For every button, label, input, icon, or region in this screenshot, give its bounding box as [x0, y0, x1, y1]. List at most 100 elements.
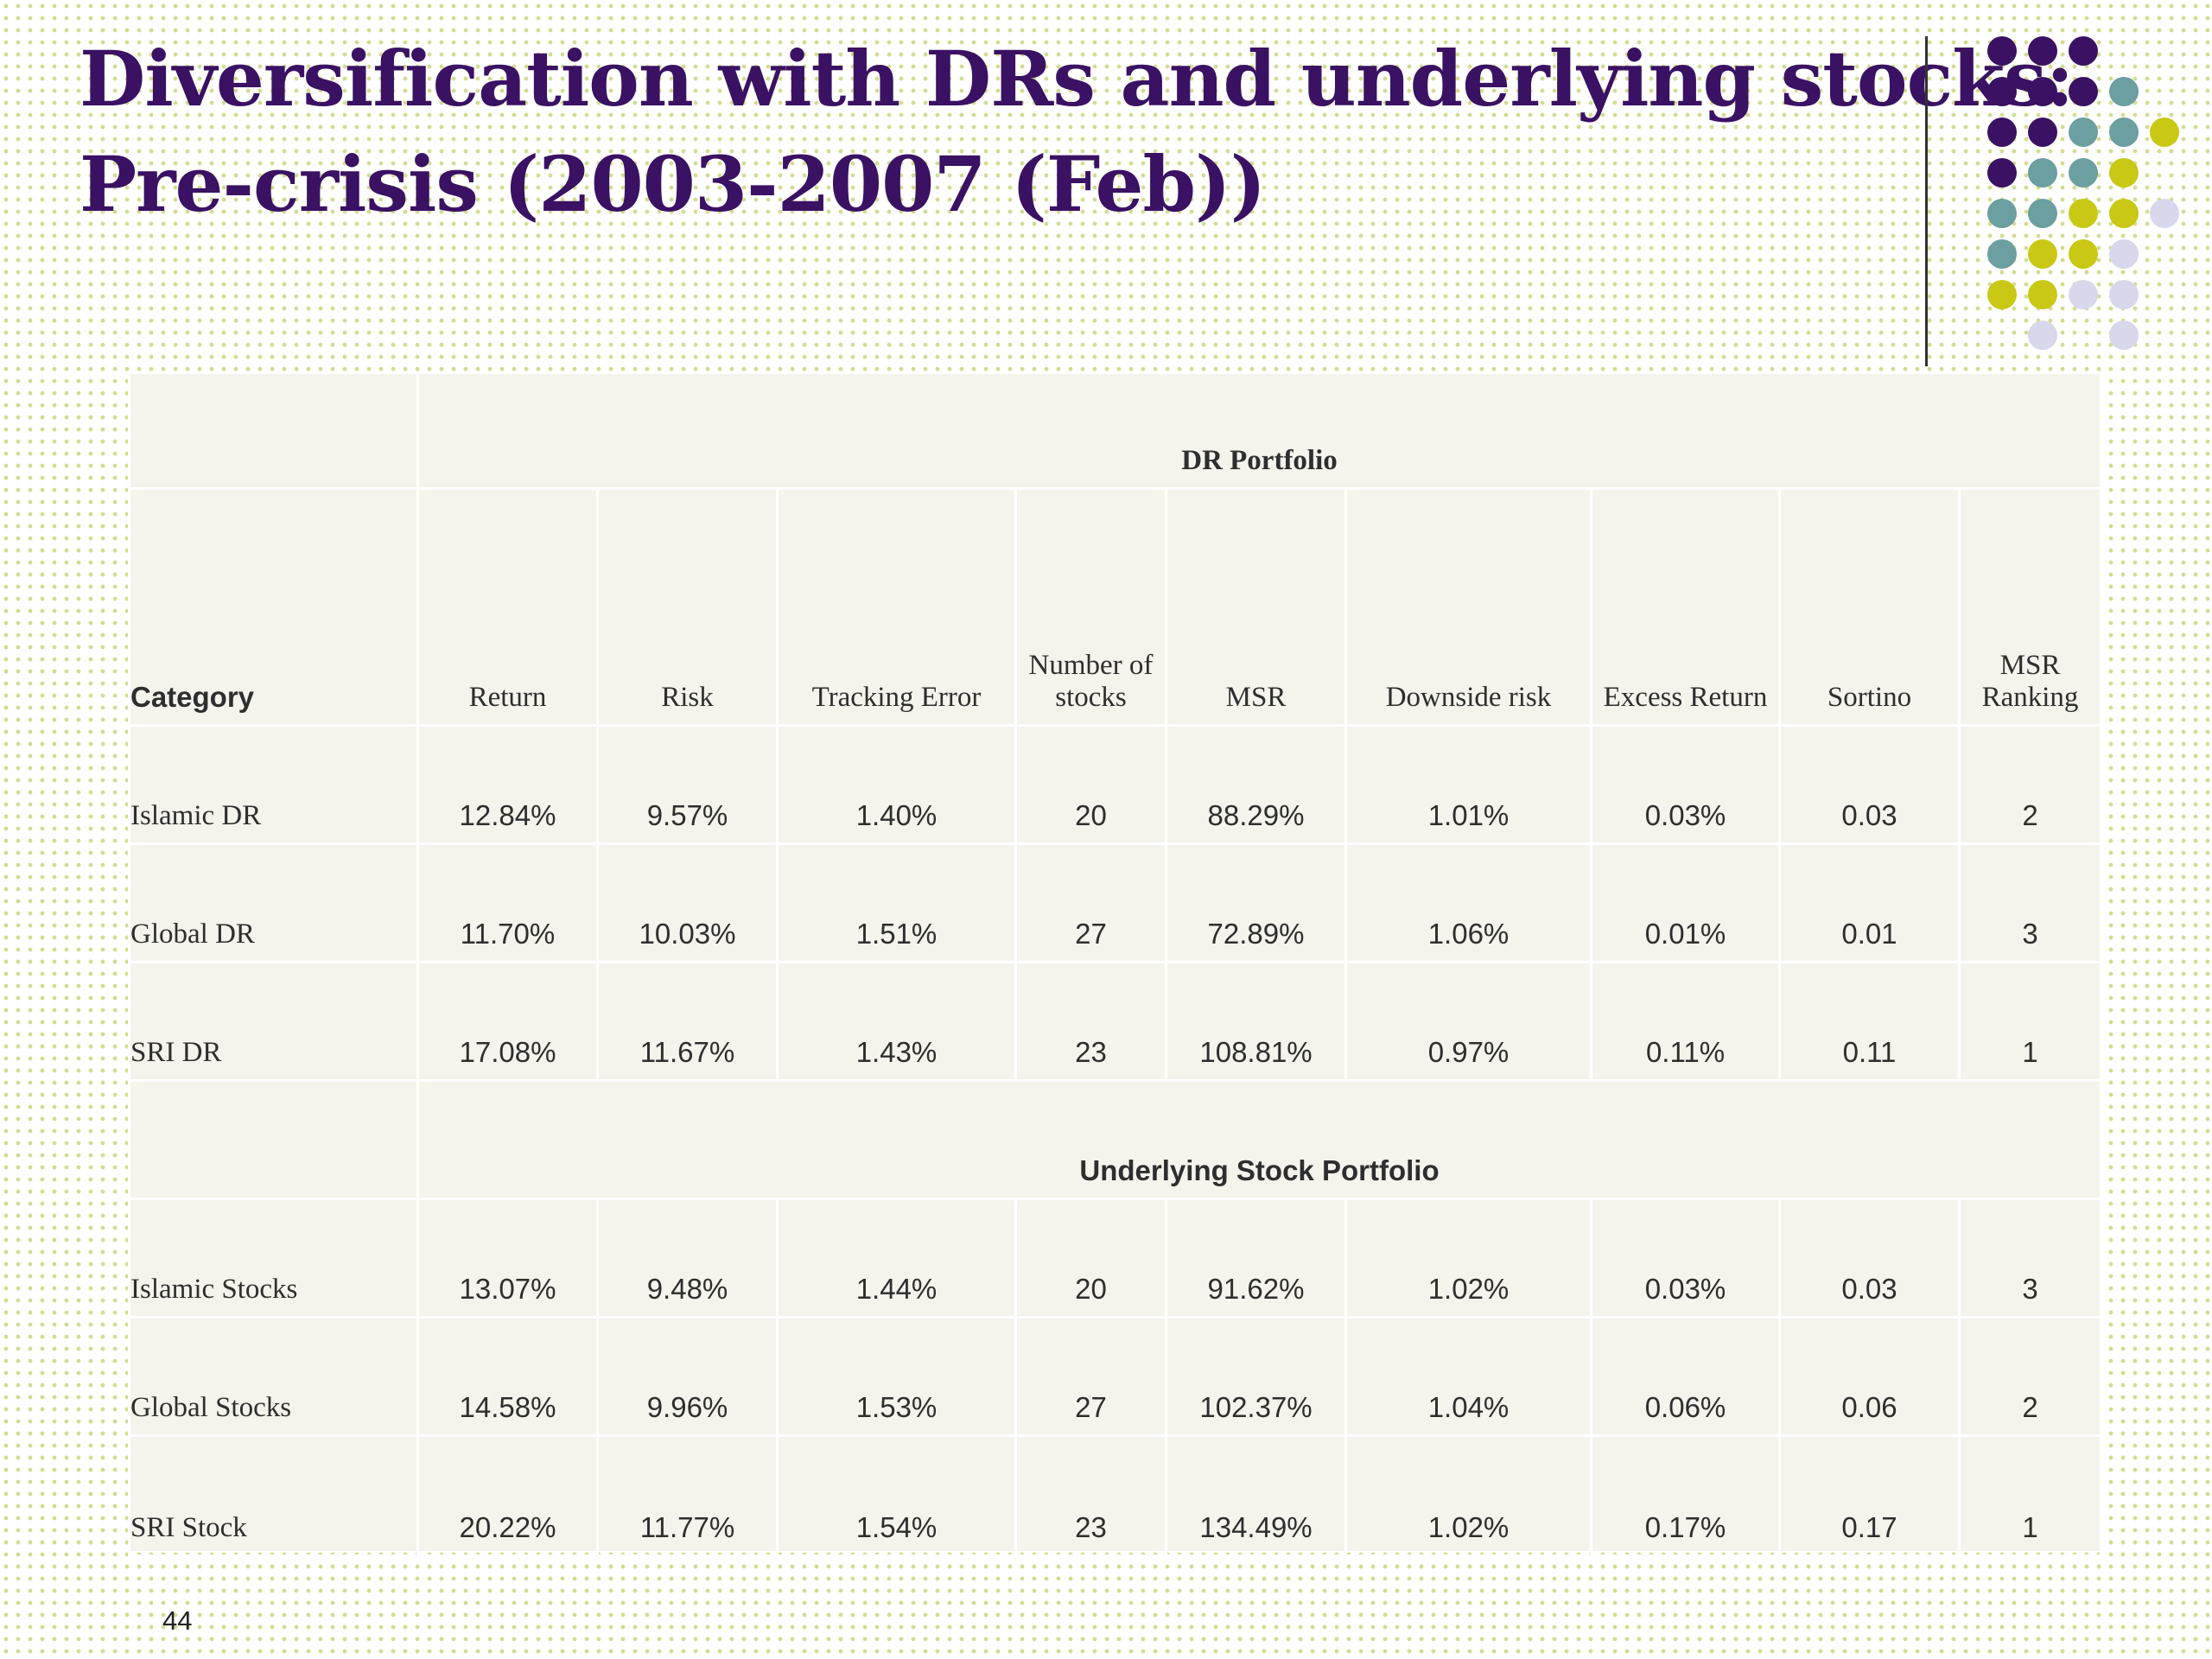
- cell-downside-risk: 0.97%: [1344, 961, 1592, 1082]
- section-title-dr: DR Portfolio: [416, 372, 2103, 490]
- decorative-dot: [2069, 158, 2098, 188]
- row-category: SRI Stock: [128, 1434, 419, 1557]
- cell-tracking-error: 1.54%: [776, 1434, 1017, 1557]
- cell-risk: 9.96%: [596, 1316, 779, 1437]
- results-table-container: DR Portfolio Category Return Risk Tracki…: [128, 372, 2103, 1557]
- decorative-dot: [2028, 199, 2057, 228]
- results-table: DR Portfolio Category Return Risk Tracki…: [128, 372, 2103, 1557]
- cell-sortino: 0.17: [1778, 1434, 1961, 1557]
- decorative-dot: [2109, 239, 2139, 269]
- cell-msr: 102.37%: [1165, 1316, 1347, 1437]
- cell-msr-ranking: 2: [1957, 1316, 2103, 1437]
- cell-number-of-stocks: 23: [1014, 961, 1167, 1082]
- header-msr-ranking: MSR Ranking: [1957, 487, 2103, 727]
- table-row: SRI Stock 20.22% 11.77% 1.54% 23 134.49%…: [128, 1434, 2103, 1557]
- cell-return: 14.58%: [416, 1316, 599, 1437]
- cell-msr-ranking: 1: [1957, 961, 2103, 1082]
- cell-number-of-stocks: 27: [1014, 1316, 1167, 1437]
- row-category: Global DR: [128, 842, 419, 963]
- table-row: Global Stocks 14.58% 9.96% 1.53% 27 102.…: [128, 1316, 2103, 1437]
- title-line-1: Diversification with DRs and underlying …: [79, 34, 2074, 124]
- decorative-dot: [2028, 280, 2057, 309]
- cell-msr-ranking: 3: [1957, 1198, 2103, 1319]
- decorative-dot: [1987, 199, 2017, 228]
- decorative-dot: [2069, 280, 2098, 309]
- cell-number-of-stocks: 20: [1014, 724, 1167, 845]
- table-row: Islamic Stocks 13.07% 9.48% 1.44% 20 91.…: [128, 1198, 2103, 1319]
- blank-cell: [128, 372, 419, 490]
- cell-msr-ranking: 1: [1957, 1434, 2103, 1557]
- section-title-stock: Underlying Stock Portfolio: [416, 1079, 2103, 1200]
- cell-number-of-stocks: 23: [1014, 1434, 1167, 1557]
- cell-excess-return: 0.03%: [1590, 1198, 1781, 1319]
- page-number: 44: [162, 1605, 193, 1636]
- row-category: SRI DR: [128, 961, 419, 1082]
- cell-msr: 88.29%: [1165, 724, 1347, 845]
- cell-downside-risk: 1.04%: [1344, 1316, 1592, 1437]
- cell-excess-return: 0.06%: [1590, 1316, 1781, 1437]
- cell-tracking-error: 1.44%: [776, 1198, 1017, 1319]
- decorative-dot: [2069, 36, 2098, 66]
- title-line-2: Pre-crisis (2003-2007 (Feb)): [79, 139, 1266, 229]
- decorative-dot: [2109, 199, 2139, 228]
- decorative-dot: [2109, 158, 2139, 188]
- cell-downside-risk: 1.02%: [1344, 1198, 1592, 1319]
- decorative-dot: [2109, 280, 2139, 309]
- decorative-dot: [2069, 77, 2098, 106]
- table-row: SRI DR 17.08% 11.67% 1.43% 23 108.81% 0.…: [128, 961, 2103, 1082]
- header-excess-return: Excess Return: [1590, 487, 1781, 727]
- decorative-dot: [2028, 239, 2057, 269]
- decorative-dot: [2109, 77, 2139, 106]
- cell-excess-return: 0.03%: [1590, 724, 1781, 845]
- cell-tracking-error: 1.53%: [776, 1316, 1017, 1437]
- cell-sortino: 0.01: [1778, 842, 1961, 963]
- row-category: Islamic DR: [128, 724, 419, 845]
- table-row: Global DR 11.70% 10.03% 1.51% 27 72.89% …: [128, 842, 2103, 963]
- title-divider: [1925, 36, 1928, 366]
- blank-cell: [128, 1079, 419, 1200]
- decorative-dot: [1987, 158, 2017, 188]
- cell-tracking-error: 1.43%: [776, 961, 1017, 1082]
- cell-msr: 134.49%: [1165, 1434, 1347, 1557]
- cell-number-of-stocks: 27: [1014, 842, 1167, 963]
- cell-return: 12.84%: [416, 724, 599, 845]
- section-row-dr: DR Portfolio: [128, 372, 2103, 490]
- cell-risk: 9.48%: [596, 1198, 779, 1319]
- decorative-dot: [2028, 321, 2057, 350]
- cell-risk: 10.03%: [596, 842, 779, 963]
- cell-risk: 11.77%: [596, 1434, 779, 1557]
- header-tracking-error: Tracking Error: [776, 487, 1017, 727]
- cell-excess-return: 0.01%: [1590, 842, 1781, 963]
- cell-sortino: 0.06: [1778, 1316, 1961, 1437]
- cell-sortino: 0.11: [1778, 961, 1961, 1082]
- row-category: Islamic Stocks: [128, 1198, 419, 1319]
- header-risk: Risk: [596, 487, 779, 727]
- cell-downside-risk: 1.02%: [1344, 1434, 1592, 1557]
- decorative-dot: [1987, 239, 2017, 269]
- section-row-stock: Underlying Stock Portfolio: [128, 1079, 2103, 1200]
- cell-return: 13.07%: [416, 1198, 599, 1319]
- cell-excess-return: 0.17%: [1590, 1434, 1781, 1557]
- slide-title: Diversification with DRs and underlying …: [79, 26, 2074, 237]
- cell-msr-ranking: 3: [1957, 842, 2103, 963]
- cell-risk: 11.67%: [596, 961, 779, 1082]
- decorative-dot: [2109, 321, 2139, 350]
- decorative-dot: [2150, 118, 2179, 147]
- cell-sortino: 0.03: [1778, 1198, 1961, 1319]
- decorative-dot: [1987, 280, 2017, 309]
- cell-excess-return: 0.11%: [1590, 961, 1781, 1082]
- cell-msr: 72.89%: [1165, 842, 1347, 963]
- decorative-dot: [2069, 239, 2098, 269]
- decorative-dot: [2028, 158, 2057, 188]
- decorative-dot: [2150, 199, 2179, 228]
- header-number-of-stocks: Number of stocks: [1014, 487, 1167, 727]
- table-row: Islamic DR 12.84% 9.57% 1.40% 20 88.29% …: [128, 724, 2103, 845]
- cell-number-of-stocks: 20: [1014, 1198, 1167, 1319]
- header-sortino: Sortino: [1778, 487, 1961, 727]
- row-category: Global Stocks: [128, 1316, 419, 1437]
- decorative-dot: [2069, 199, 2098, 228]
- cell-tracking-error: 1.51%: [776, 842, 1017, 963]
- header-return: Return: [416, 487, 599, 727]
- cell-return: 20.22%: [416, 1434, 599, 1557]
- decorative-dot: [2069, 118, 2098, 147]
